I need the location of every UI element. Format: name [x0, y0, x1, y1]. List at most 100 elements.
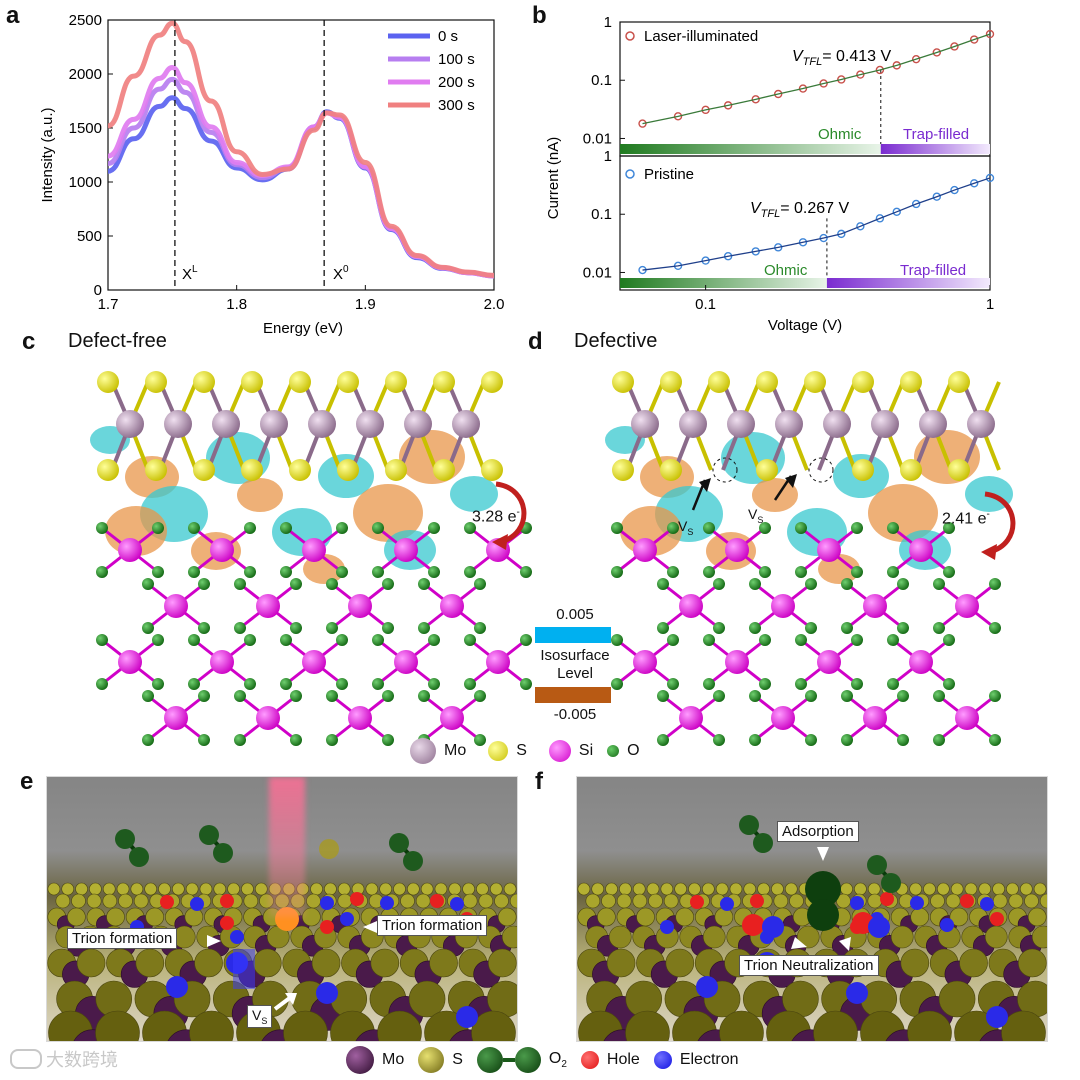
- s-sphere: [715, 882, 729, 896]
- o-atom: [887, 566, 899, 578]
- s-sphere: [813, 1010, 858, 1041]
- o-atom: [474, 578, 486, 590]
- atom-legend-mo: Mo: [444, 742, 467, 759]
- trap-label-top: Trap-filled: [903, 126, 969, 143]
- chart-a-series-line: [107, 76, 495, 279]
- chart-a-series-line: [107, 20, 495, 278]
- o-atom: [749, 622, 761, 634]
- s-sphere: [172, 882, 185, 896]
- s-sphere: [660, 882, 674, 896]
- s-atom: [97, 371, 119, 393]
- o-atom: [336, 522, 348, 534]
- si-atom: [210, 650, 234, 674]
- chart-b-data-point: [774, 89, 783, 99]
- si-atom: [440, 594, 464, 618]
- o-atom: [933, 578, 945, 590]
- s-sphere: [75, 882, 88, 896]
- ohmic-label-top: Ohmic: [818, 126, 862, 143]
- o-atom: [713, 690, 725, 702]
- s-atom: [852, 371, 874, 393]
- s-sphere: [1024, 893, 1039, 909]
- o2-atom: [389, 833, 409, 853]
- mo-atom-icon: [410, 738, 436, 764]
- s-sphere: [497, 907, 517, 927]
- s-sphere: [47, 882, 61, 896]
- s-sphere: [978, 882, 992, 896]
- iso-pos-value: 0.005: [556, 606, 594, 623]
- o-atom: [897, 578, 909, 590]
- charge-label-d-value: 2.41 e: [942, 510, 987, 528]
- electron-icon: [653, 1051, 672, 1069]
- si-atom: [863, 706, 887, 730]
- mo-sphere-icon: [346, 1046, 374, 1074]
- scene-f: Adsorption Trion Neutralization: [576, 776, 1048, 1042]
- o-atom: [326, 734, 338, 746]
- panel-letter-b: b: [532, 2, 547, 29]
- o-atom: [851, 678, 863, 690]
- s-sphere: [185, 882, 199, 896]
- hole-sphere: [350, 892, 364, 906]
- o-atom: [418, 622, 430, 634]
- s-sphere: [95, 1010, 140, 1041]
- si-atom: [909, 650, 933, 674]
- s-sphere: [76, 948, 106, 978]
- hole-sphere: [960, 894, 974, 908]
- o-atom: [290, 578, 302, 590]
- o-atom: [667, 522, 679, 534]
- s-sphere: [501, 925, 517, 949]
- callout-adsorption: Adsorption: [777, 821, 859, 842]
- s-sphere: [365, 882, 379, 896]
- bottom-legend-o2: O2: [549, 1050, 567, 1070]
- mo-atom: [212, 410, 240, 438]
- chart-b-xlabel: Voltage (V): [768, 317, 842, 334]
- s-sphere: [945, 893, 961, 909]
- si-atom: [348, 706, 372, 730]
- si-atom: [348, 594, 372, 618]
- o-atom: [152, 678, 164, 690]
- o2-atom: [213, 843, 233, 863]
- o-atom: [943, 634, 955, 646]
- s-atom: [708, 371, 730, 393]
- s-sphere: [1001, 1010, 1046, 1041]
- electron-sphere: [986, 1006, 1008, 1028]
- s-atom: [241, 371, 263, 393]
- o-atom: [142, 578, 154, 590]
- s-sphere: [771, 882, 784, 896]
- chart-b-ytick-label: 1: [604, 148, 612, 165]
- iso-neg-value: -0.005: [553, 706, 597, 723]
- s-sphere: [714, 907, 734, 927]
- s-sphere: [158, 882, 171, 896]
- s-sphere: [964, 882, 978, 896]
- electron-sphere: [660, 920, 674, 934]
- s-sphere: [992, 882, 1005, 896]
- o-atom: [290, 690, 302, 702]
- s-atom: [337, 459, 359, 481]
- vtfl-top-value: = 0.413 V: [822, 48, 891, 65]
- s-sphere: [337, 893, 353, 909]
- chart-a-ytick-label: 1000: [69, 174, 102, 191]
- s-atom: [145, 371, 167, 393]
- s-sphere: [585, 893, 601, 909]
- vacancy-arrowhead: [785, 474, 797, 488]
- s-sphere: [55, 893, 71, 909]
- s-sphere: [619, 882, 632, 896]
- s-sphere: [890, 925, 914, 949]
- o-atom: [611, 678, 623, 690]
- s-sphere: [494, 893, 509, 909]
- s-sphere: [102, 893, 118, 909]
- chart-b-trap-bar: [826, 278, 990, 288]
- legend-label-100s: 100 s: [438, 51, 475, 68]
- s-sphere: [608, 925, 632, 949]
- o-atom: [428, 678, 440, 690]
- electron-sphere: [980, 897, 994, 911]
- o-atom: [989, 622, 1001, 634]
- neutralization-arrow-left: [791, 937, 807, 949]
- o-atom: [851, 566, 863, 578]
- atom-legend: Mo S Si O: [410, 738, 640, 764]
- sulfur-vacancy-marker: [712, 457, 738, 483]
- chart-b-data-point: [798, 84, 808, 93]
- s-atom: [289, 371, 311, 393]
- isosurface-lobe: [752, 478, 798, 512]
- o-atom: [326, 578, 338, 590]
- o-atom: [657, 734, 669, 746]
